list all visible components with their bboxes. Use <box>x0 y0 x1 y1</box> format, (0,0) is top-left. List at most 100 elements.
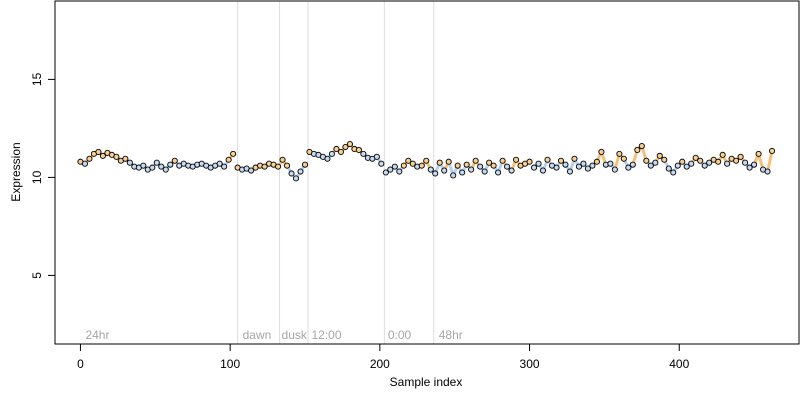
data-point <box>279 156 286 163</box>
data-point <box>95 148 102 155</box>
data-point <box>647 162 654 169</box>
data-point <box>481 168 488 175</box>
data-point <box>593 158 600 165</box>
phase-label: 12:00 <box>311 328 341 342</box>
data-point <box>140 162 147 169</box>
x-tick-label: 0 <box>77 357 84 371</box>
data-point <box>126 159 133 166</box>
data-point <box>620 155 627 162</box>
data-point <box>333 145 340 153</box>
data-point <box>468 166 475 173</box>
data-point <box>733 157 740 164</box>
phase-labels: 24hr dawn dusk 12:00 0:00 48hr <box>85 328 462 342</box>
x-axis-title: Sample index <box>390 375 463 389</box>
data-point <box>167 161 174 168</box>
y-tick-label: 15 <box>30 72 44 86</box>
data-point <box>472 157 479 164</box>
data-point <box>584 165 591 172</box>
data-point <box>566 168 574 175</box>
data-point <box>261 163 268 170</box>
data-point <box>221 163 228 170</box>
phase-lines <box>237 1 435 344</box>
data-point <box>149 164 156 171</box>
data-point <box>724 160 731 167</box>
data-point <box>629 161 636 168</box>
data-point <box>378 160 385 167</box>
x-tick-label: 100 <box>220 357 240 371</box>
data-point <box>751 161 758 168</box>
data-point <box>616 150 623 157</box>
data-point <box>382 169 389 176</box>
data-point <box>513 156 520 163</box>
data-point <box>409 160 416 167</box>
data-point <box>450 172 457 179</box>
data-point <box>113 153 120 160</box>
data-point <box>499 157 506 164</box>
data-point <box>400 162 407 169</box>
data-point <box>360 150 367 157</box>
data-point <box>719 151 726 158</box>
phase-label: dawn <box>243 328 272 342</box>
data-points <box>77 141 776 182</box>
data-point <box>216 160 223 167</box>
data-point <box>535 160 542 167</box>
data-point <box>665 165 672 172</box>
data-point <box>463 161 470 168</box>
data-point <box>544 156 551 163</box>
data-point <box>275 163 282 170</box>
data-point <box>486 159 493 166</box>
data-point <box>746 164 753 171</box>
data-point <box>661 156 668 163</box>
data-point <box>589 162 596 169</box>
data-point <box>81 160 88 167</box>
data-point <box>346 141 353 148</box>
data-point <box>162 166 169 173</box>
phase-label: 48hr <box>439 328 463 342</box>
data-point <box>737 153 744 160</box>
data-point <box>553 164 560 171</box>
data-point <box>598 148 605 155</box>
data-point <box>153 159 160 166</box>
data-point <box>638 142 645 150</box>
data-point <box>445 158 452 165</box>
data-point <box>283 162 291 169</box>
data-point <box>607 160 614 167</box>
data-point <box>477 163 484 170</box>
data-point <box>575 163 582 170</box>
y-tick-label: 5 <box>30 272 44 279</box>
data-point <box>490 162 497 169</box>
data-point <box>764 168 771 175</box>
data-point <box>432 170 439 177</box>
data-point <box>634 146 641 154</box>
data-point <box>355 146 362 154</box>
data-point <box>441 167 448 174</box>
data-point <box>562 161 569 168</box>
data-point <box>652 159 659 166</box>
data-point <box>158 163 165 170</box>
data-point <box>387 166 394 173</box>
plot-frame <box>54 0 800 345</box>
data-point <box>454 162 461 169</box>
data-point <box>405 157 412 164</box>
data-point <box>656 152 663 159</box>
phase-label: 24hr <box>85 328 109 342</box>
data-point <box>225 156 232 163</box>
data-point <box>495 169 502 176</box>
data-point <box>683 163 690 170</box>
data-point <box>324 155 331 162</box>
data-point <box>171 157 178 164</box>
data-point <box>248 167 255 174</box>
data-point <box>679 158 686 165</box>
data-point <box>423 157 430 164</box>
data-point <box>755 150 762 157</box>
data-point <box>742 159 749 166</box>
data-point <box>526 158 533 165</box>
data-point <box>230 150 237 157</box>
data-point <box>769 147 776 154</box>
data-point <box>504 163 511 170</box>
data-point <box>643 157 650 164</box>
data-point <box>688 160 695 167</box>
data-point <box>427 166 434 173</box>
data-point <box>459 169 466 176</box>
data-point <box>580 160 587 167</box>
